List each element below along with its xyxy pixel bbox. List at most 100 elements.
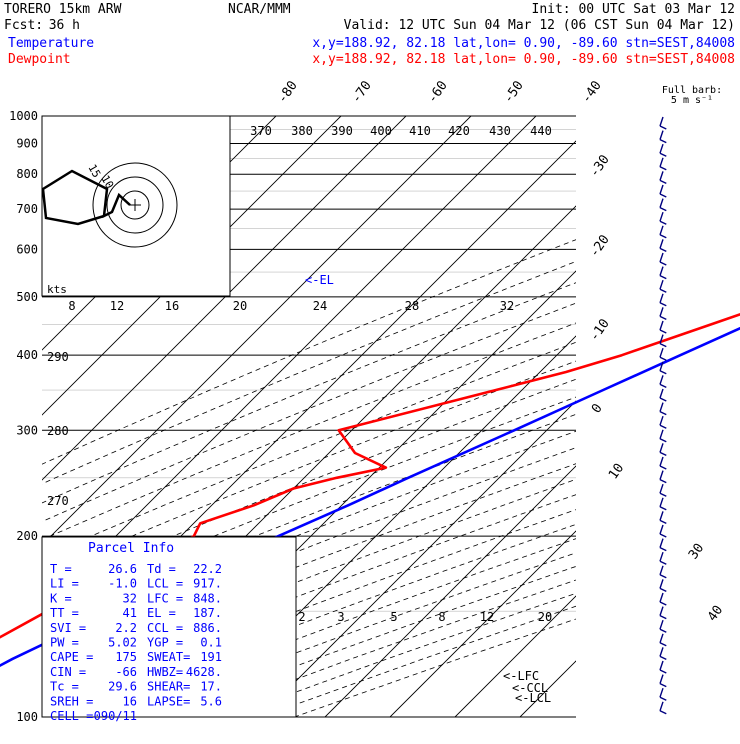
wind-barb	[660, 126, 666, 129]
parcel-value: 32	[123, 591, 137, 605]
mixing-ratio-label: 5	[390, 610, 397, 624]
wind-barb	[660, 158, 663, 167]
wind-speed-label: 32	[500, 299, 514, 313]
isotherm	[715, 116, 740, 717]
parcel-value: 090/11	[94, 709, 137, 723]
isotherm-label: 40	[705, 603, 726, 624]
wind-barb	[660, 403, 663, 412]
wind-speed-label: 28	[405, 299, 419, 313]
wind-barb	[660, 579, 663, 588]
wind-barb	[660, 525, 663, 534]
wind-barb	[660, 185, 663, 194]
wind-barb	[660, 656, 666, 659]
parcel-info-title: Parcel Info	[88, 541, 174, 556]
wind-barb	[660, 330, 666, 333]
wind-barb	[660, 344, 666, 347]
isotherm-label: -20	[587, 232, 613, 260]
wind-barb	[660, 389, 663, 398]
isotherm-label: -40	[579, 78, 605, 106]
wind-barb	[660, 375, 663, 384]
theta-label: 400	[370, 124, 392, 138]
parcel-value: 848.	[193, 591, 222, 605]
wind-barb	[660, 212, 663, 221]
forecast-hour: 36 h	[49, 18, 80, 33]
wind-barb	[660, 647, 663, 656]
pressure-label-500: 500	[16, 290, 38, 304]
pressure-label-900: 900	[16, 137, 38, 151]
wind-barb	[660, 153, 666, 156]
isotherm-label: -70	[349, 78, 375, 106]
wind-barb	[660, 208, 666, 211]
parcel-key: LI =	[50, 577, 79, 591]
org-label: NCAR/MMM	[228, 2, 291, 17]
theta-label: 440	[530, 124, 552, 138]
wind-barb	[660, 416, 663, 425]
wind-barb	[660, 199, 663, 208]
wind-barb	[660, 348, 663, 357]
parcel-key: PW =	[50, 636, 79, 650]
wind-barb	[660, 493, 666, 496]
wind-barb	[660, 267, 663, 276]
wind-barb	[660, 620, 663, 629]
wind-barb	[660, 140, 666, 143]
wind-barb	[660, 194, 666, 197]
parcel-key: SWEAT=	[147, 650, 190, 664]
wind-barb	[660, 511, 663, 520]
isotherm-label: 10	[606, 461, 627, 482]
wind-barb	[660, 548, 666, 551]
wind-barb	[660, 697, 666, 700]
wind-barb	[660, 480, 666, 483]
wind-barb	[660, 643, 666, 646]
theta-label: 390	[331, 124, 353, 138]
parcel-key: CAPE =	[50, 650, 93, 664]
parcel-value: 4628.	[186, 665, 222, 679]
wind-barb	[660, 498, 663, 507]
theta-side-label: 280	[47, 424, 69, 438]
parcel-key: T =	[50, 562, 72, 576]
wind-barb	[660, 425, 666, 428]
isotherm-label: -80	[275, 78, 301, 106]
temperature-location: x,y=188.92, 82.18 lat,lon= 0.90, -89.60 …	[312, 36, 735, 51]
full-barb-unit: 5 m s⁻¹	[671, 95, 713, 106]
wind-speed-label: 24	[313, 299, 327, 313]
parcel-key: TT =	[50, 606, 79, 620]
wind-barb	[660, 280, 663, 289]
parcel-key: HWBZ=	[147, 665, 183, 679]
pressure-label-800: 800	[16, 167, 38, 181]
theta-label: 370	[250, 124, 272, 138]
wind-barb	[660, 180, 666, 183]
legend-dewpoint: Dewpoint	[8, 52, 71, 67]
wind-barb	[660, 484, 663, 493]
wind-barb	[660, 629, 666, 632]
wind-barb	[660, 384, 666, 387]
theta-label: 410	[409, 124, 431, 138]
wind-barb	[660, 552, 663, 561]
wind-barb	[660, 561, 666, 564]
wind-barb	[660, 675, 663, 684]
parcel-value: 886.	[193, 621, 222, 635]
model-title: TORERO 15km ARW	[4, 2, 122, 17]
parcel-value: -66	[115, 665, 137, 679]
parcel-key: Tc =	[50, 680, 79, 694]
hodograph-box	[42, 116, 230, 296]
wind-barb	[660, 398, 666, 401]
isotherm-label: 30	[686, 541, 707, 562]
wind-barb	[660, 566, 663, 575]
parcel-value: 17.	[200, 680, 222, 694]
wind-barb	[660, 457, 663, 466]
wind-barb	[660, 171, 663, 180]
wind-barb	[660, 303, 666, 306]
parcel-value: 26.6	[108, 562, 137, 576]
forecast-label: Fcst:	[4, 18, 43, 33]
parcel-key: SHEAR=	[147, 680, 190, 694]
pressure-label-100: 100	[16, 710, 38, 724]
wind-barb	[660, 412, 666, 415]
wind-barb	[660, 466, 666, 469]
wind-barb	[660, 117, 663, 126]
pressure-label-300: 300	[16, 423, 38, 437]
wind-speed-label: 16	[165, 299, 179, 313]
wind-barb	[660, 607, 663, 616]
wind-barb	[660, 702, 663, 711]
wind-speed-label: 8	[68, 299, 75, 313]
